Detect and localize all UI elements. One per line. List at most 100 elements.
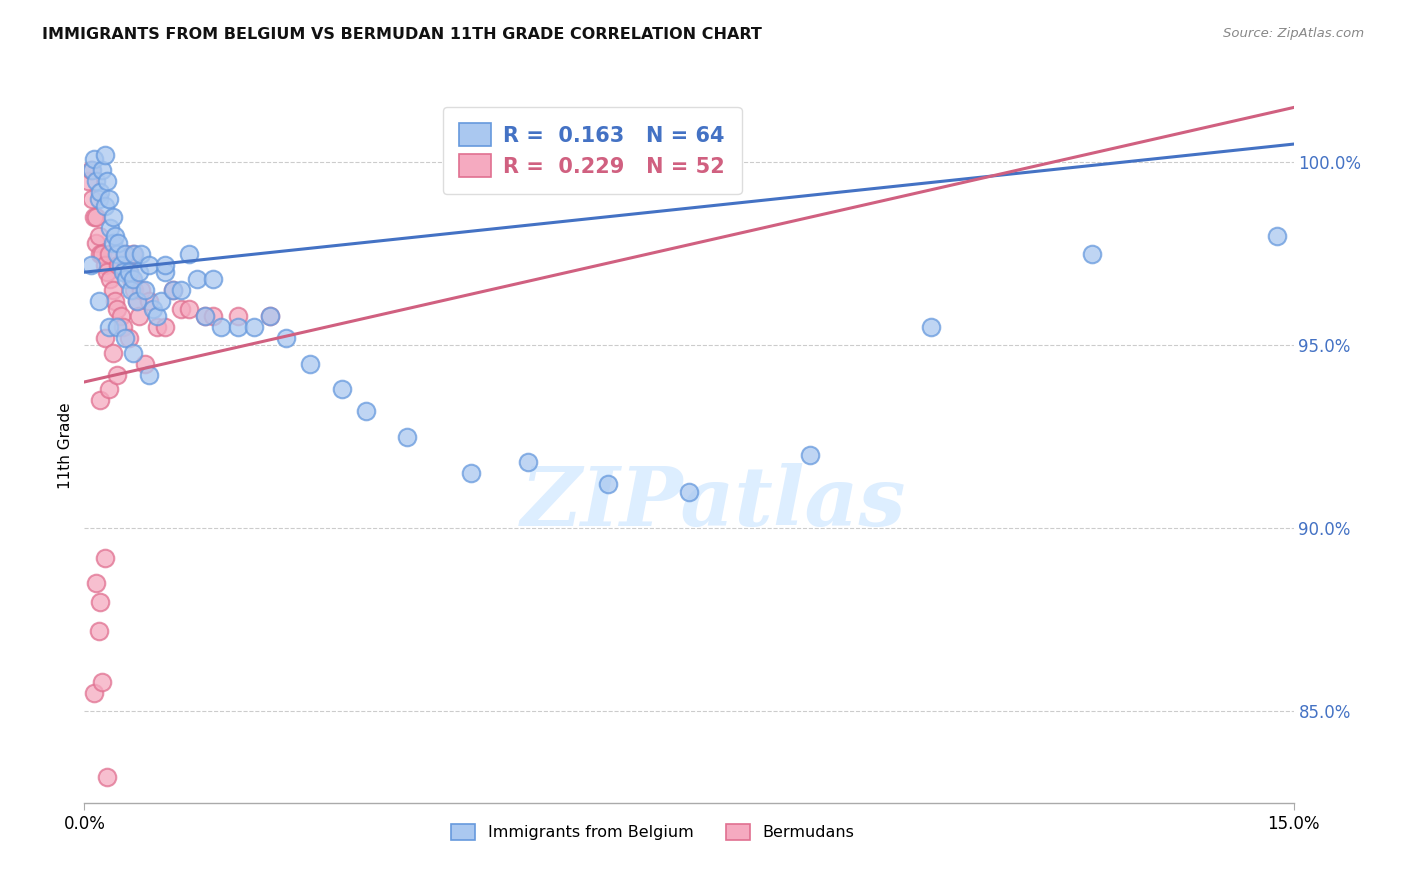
Point bbox=[134, 284, 156, 298]
Point bbox=[77, 174, 100, 188]
Point bbox=[112, 320, 135, 334]
Point bbox=[83, 211, 105, 225]
Point bbox=[356, 404, 378, 418]
Point bbox=[89, 247, 111, 261]
Point bbox=[138, 294, 160, 309]
Point bbox=[162, 284, 184, 298]
Point bbox=[110, 258, 132, 272]
Point bbox=[121, 247, 143, 261]
Point bbox=[259, 309, 281, 323]
Point bbox=[97, 382, 120, 396]
Point bbox=[194, 309, 217, 323]
Point bbox=[98, 221, 121, 235]
Point bbox=[920, 320, 942, 334]
Point bbox=[118, 265, 141, 279]
Point bbox=[138, 258, 160, 272]
Point bbox=[120, 272, 142, 286]
Point bbox=[105, 320, 128, 334]
Point bbox=[96, 174, 118, 188]
Point bbox=[124, 284, 146, 298]
Point bbox=[118, 265, 141, 279]
Point bbox=[87, 192, 110, 206]
Point bbox=[299, 357, 322, 371]
Point bbox=[97, 192, 120, 206]
Point bbox=[86, 211, 108, 225]
Point bbox=[107, 258, 129, 272]
Point bbox=[114, 331, 136, 345]
Point bbox=[86, 576, 108, 591]
Point bbox=[91, 247, 114, 261]
Point bbox=[101, 211, 124, 225]
Point bbox=[186, 272, 208, 286]
Point bbox=[516, 455, 538, 469]
Point bbox=[170, 301, 193, 316]
Point bbox=[395, 430, 418, 444]
Point bbox=[226, 320, 249, 334]
Point bbox=[86, 235, 108, 250]
Point bbox=[87, 294, 110, 309]
Point bbox=[89, 185, 111, 199]
Point bbox=[129, 284, 152, 298]
Point bbox=[1081, 247, 1104, 261]
Point bbox=[170, 284, 193, 298]
Point bbox=[87, 228, 110, 243]
Point bbox=[97, 247, 120, 261]
Legend: Immigrants from Belgium, Bermudans: Immigrants from Belgium, Bermudans bbox=[443, 816, 862, 848]
Point bbox=[93, 550, 115, 565]
Point bbox=[110, 309, 132, 323]
Point bbox=[114, 247, 136, 261]
Point bbox=[149, 294, 172, 309]
Point bbox=[121, 272, 143, 286]
Point bbox=[226, 309, 249, 323]
Point bbox=[101, 345, 124, 359]
Point bbox=[101, 235, 124, 250]
Point bbox=[125, 294, 148, 309]
Point bbox=[128, 309, 150, 323]
Point bbox=[86, 174, 108, 188]
Point bbox=[105, 301, 128, 316]
Point bbox=[83, 686, 105, 700]
Point bbox=[80, 258, 103, 272]
Point bbox=[98, 272, 121, 286]
Point bbox=[87, 624, 110, 638]
Point bbox=[82, 192, 104, 206]
Point bbox=[179, 301, 201, 316]
Point bbox=[105, 368, 128, 382]
Point bbox=[97, 320, 120, 334]
Point bbox=[128, 265, 150, 279]
Point bbox=[104, 228, 127, 243]
Point bbox=[107, 235, 129, 250]
Point bbox=[162, 284, 184, 298]
Point bbox=[89, 393, 111, 408]
Point bbox=[259, 309, 281, 323]
Point bbox=[678, 484, 700, 499]
Point bbox=[242, 320, 264, 334]
Point bbox=[80, 162, 103, 177]
Point bbox=[153, 265, 176, 279]
Point bbox=[114, 247, 136, 261]
Point bbox=[134, 357, 156, 371]
Point bbox=[209, 320, 232, 334]
Point bbox=[118, 331, 141, 345]
Text: IMMIGRANTS FROM BELGIUM VS BERMUDAN 11TH GRADE CORRELATION CHART: IMMIGRANTS FROM BELGIUM VS BERMUDAN 11TH… bbox=[42, 27, 762, 42]
Point bbox=[104, 294, 127, 309]
Point bbox=[83, 152, 105, 166]
Y-axis label: 11th Grade: 11th Grade bbox=[58, 402, 73, 490]
Point bbox=[112, 265, 135, 279]
Point bbox=[93, 258, 115, 272]
Point bbox=[124, 247, 146, 261]
Point bbox=[330, 382, 353, 396]
Point bbox=[115, 258, 138, 272]
Point bbox=[120, 284, 142, 298]
Point bbox=[89, 594, 111, 608]
Point bbox=[194, 309, 217, 323]
Point bbox=[460, 467, 482, 481]
Point bbox=[93, 199, 115, 213]
Text: Source: ZipAtlas.com: Source: ZipAtlas.com bbox=[1223, 27, 1364, 40]
Point bbox=[153, 320, 176, 334]
Point bbox=[91, 162, 114, 177]
Point bbox=[129, 247, 152, 261]
Point bbox=[153, 258, 176, 272]
Point bbox=[202, 309, 225, 323]
Point bbox=[799, 448, 821, 462]
